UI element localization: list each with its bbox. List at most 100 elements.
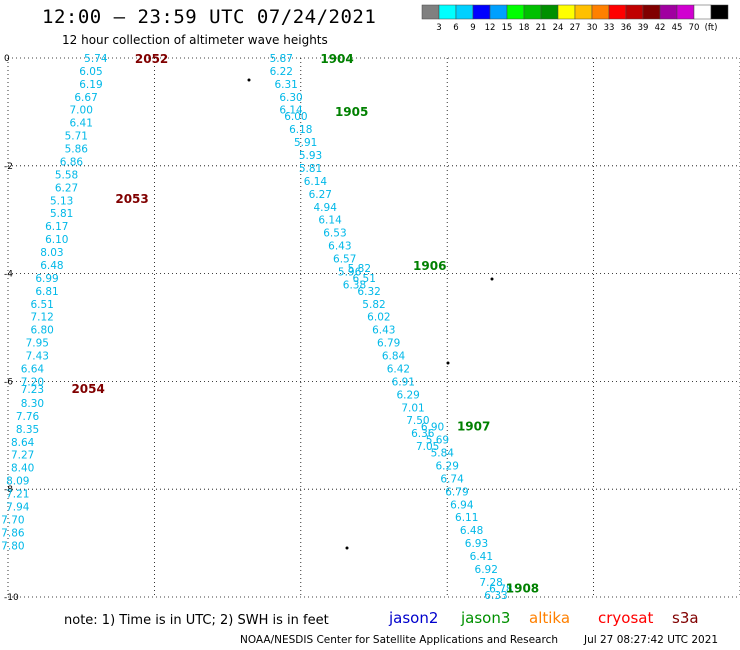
island-mark	[446, 361, 450, 365]
wave-height-value: 6.51	[353, 273, 376, 285]
island-mark	[247, 78, 251, 82]
wave-height-value: 6.43	[372, 325, 395, 337]
legend-label: 3	[436, 23, 441, 33]
y-tick-label: 0	[4, 54, 10, 64]
wave-height-value: 6.36	[411, 428, 435, 440]
legend-label: (ft)	[705, 23, 718, 33]
wave-height-value: 6.27	[309, 189, 332, 201]
wave-height-value: 7.76	[16, 411, 40, 423]
satellite-name-jason3: jason3	[461, 609, 511, 627]
legend-label: 36	[621, 23, 632, 33]
wave-height-value: 6.81	[35, 286, 58, 298]
legend-swatch	[710, 4, 729, 20]
wave-height-value: 6.53	[323, 228, 346, 240]
wave-height-value: 5.96	[338, 266, 362, 278]
wave-height-value: 6.32	[357, 286, 380, 298]
wave-height-value: 6.67	[74, 92, 97, 104]
wave-height-value: 6.10	[45, 234, 68, 246]
pass-time-label: 1904	[320, 52, 353, 66]
y-tick-label: -10	[4, 593, 19, 600]
legend-label: 12	[485, 23, 496, 33]
wave-height-value: 4.94	[314, 202, 338, 214]
legend-label: 30	[587, 23, 598, 33]
wave-height-value: 7.43	[26, 351, 49, 363]
wave-height-value: 6.30	[279, 92, 302, 104]
wave-height-value: 8.03	[40, 247, 63, 259]
wave-height-value: 6.27	[55, 182, 78, 194]
wave-height-value: 6.48	[40, 260, 63, 272]
wave-height-value: 6.29	[396, 389, 419, 401]
wave-height-value: 6.51	[30, 299, 53, 311]
wave-height-value: 5.58	[55, 169, 78, 181]
wave-height-value: 7.23	[21, 384, 44, 396]
legend-label: 45	[672, 23, 683, 33]
satellite-name-jason2: jason2	[389, 609, 439, 627]
wave-height-value: 8.09	[6, 476, 29, 488]
wave-height-value: 7.80	[1, 540, 24, 552]
wave-height-value: 6.94	[450, 499, 474, 511]
wave-height-value: 7.01	[401, 402, 424, 414]
wave-height-value: 7.05	[416, 441, 439, 453]
pass-time-label: 1907	[457, 420, 490, 434]
pass-time-label: 1908	[506, 581, 539, 595]
wave-height-value: 6.38	[343, 279, 366, 291]
legend-label: 33	[604, 23, 615, 33]
wave-height-value: 8.35	[16, 424, 39, 436]
pass-time-label: 1905	[335, 105, 368, 119]
legend-label: 70	[689, 23, 700, 33]
wave-height-value: 6.57	[333, 254, 356, 266]
legend-label: 24	[553, 23, 564, 33]
island-mark	[490, 277, 494, 281]
wave-height-value: 6.84	[382, 351, 406, 363]
wave-height-value: 5.71	[65, 131, 88, 143]
satellite-name-altika: altika	[529, 609, 571, 627]
wave-height-value: 6.14	[304, 176, 328, 188]
wave-height-value: 5.74	[84, 53, 108, 65]
wave-height-value: 6.90	[421, 422, 444, 434]
legend-label: 6	[453, 23, 458, 33]
wave-height-value: 5.69	[426, 435, 449, 447]
y-tick-label: -2	[4, 162, 13, 172]
satellite-name-s3a: s3a	[672, 609, 699, 627]
wave-height-value: 6.99	[35, 273, 58, 285]
legend-label: 21	[536, 23, 547, 33]
wave-height-value: 6.11	[455, 512, 478, 524]
wave-height-value: 6.93	[465, 538, 488, 550]
color-legend: 3 6 9 12 15 18 21 24 27 30 33 36 39 42 45 70 (ft)	[421, 4, 729, 33]
wave-height-value: 6.42	[387, 363, 410, 375]
wave-height-value: 6.41	[470, 551, 493, 563]
wave-height-value: 5.87	[270, 53, 293, 65]
wave-height-value: 6.14	[318, 215, 342, 227]
legend-label: 18	[519, 23, 530, 33]
footer-credit: NOAA/NESDIS Center for Satellite Applica…	[240, 634, 558, 646]
wave-height-value: 6.14	[279, 105, 303, 117]
wave-height-value: 7.00	[70, 105, 93, 117]
wave-height-value: 5.84	[431, 448, 455, 460]
wave-height-value: 5.91	[294, 137, 317, 149]
wave-height-value: 6.02	[367, 312, 390, 324]
pass-time-label: 2052	[135, 52, 168, 66]
pass-time-label: 1906	[413, 259, 446, 273]
wave-height-value: 6.33	[484, 590, 507, 600]
wave-height-value: 7.20	[21, 376, 44, 388]
island-mark	[345, 546, 349, 550]
satellite-name-cryosat: cryosat	[598, 609, 654, 627]
wave-height-value: 7.12	[30, 312, 53, 324]
wave-height-value: 7.28	[479, 577, 502, 589]
wave-height-value: 5.93	[299, 150, 322, 162]
wave-height-value: 7.50	[406, 415, 429, 427]
legend-label: 27	[570, 23, 581, 33]
wave-height-value: 5.86	[65, 144, 89, 156]
wave-height-value: 6.91	[392, 376, 415, 388]
footer-timestamp: Jul 27 08:27:42 UTC 2021	[584, 634, 719, 646]
wave-height-map: 0-2-4-6-8-10-165-162-159-156-153-1505.74…	[1, 52, 740, 600]
wave-height-value: 6.18	[289, 124, 312, 136]
wave-height-value: 5.81	[50, 208, 73, 220]
wave-height-value: 6.78	[489, 583, 512, 595]
wave-height-value: 7.86	[1, 527, 25, 539]
wave-height-value: 5.81	[299, 163, 322, 175]
wave-height-value: 7.27	[11, 450, 34, 462]
wave-height-value: 7.94	[6, 501, 30, 513]
wave-height-value: 8.64	[11, 437, 35, 449]
